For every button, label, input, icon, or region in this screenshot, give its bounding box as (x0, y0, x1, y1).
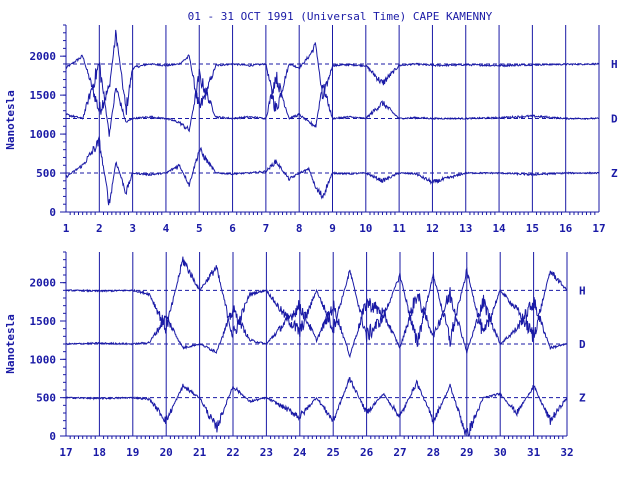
y-tick-label: 0 (49, 430, 56, 443)
legend-h: H (579, 284, 586, 297)
trace-z (65, 134, 600, 206)
x-tick-label: 26 (360, 446, 374, 459)
x-tick-label: 13 (459, 222, 472, 235)
x-tick-label: 8 (296, 222, 303, 235)
x-tick-label: 28 (427, 446, 440, 459)
y-tick-label: 2000 (30, 50, 57, 63)
legend-h: H (611, 58, 618, 71)
trace-h (65, 256, 568, 348)
y-tick-label: 500 (36, 167, 56, 180)
y-tick-label: 1000 (30, 128, 57, 141)
x-tick-label: 27 (393, 446, 406, 459)
y-tick-label: 500 (36, 392, 56, 405)
x-tick-label: 17 (59, 446, 72, 459)
legend-z: Z (611, 167, 618, 180)
legend-d: D (611, 113, 618, 126)
trace-d (65, 62, 600, 137)
x-tick-label: 32 (560, 446, 573, 459)
y-tick-label: 1500 (30, 89, 57, 102)
y-axis-label: Nanotesla (4, 90, 17, 150)
x-tick-label: 25 (327, 446, 340, 459)
x-tick-label: 12 (426, 222, 439, 235)
y-tick-label: 1000 (30, 353, 57, 366)
x-tick-label: 21 (193, 446, 207, 459)
panel-days-17-32: 17 18 19 20 21 22 23 24 25 26 27 28 29 30 31 32 0 500 1000… (4, 251, 586, 459)
trace-h (65, 29, 600, 115)
x-tick-label: 14 (492, 222, 506, 235)
x-tick-label: 1 (63, 222, 70, 235)
y-tick-label: 2000 (30, 277, 57, 290)
legend-d: D (579, 338, 586, 351)
x-tick-label: 15 (526, 222, 539, 235)
x-tick-label: 17 (592, 222, 605, 235)
y-tick-label: 0 (49, 206, 56, 219)
x-tick-label: 16 (559, 222, 573, 235)
x-tick-label: 23 (260, 446, 273, 459)
x-tick-label: 3 (129, 222, 136, 235)
x-tick-label: 2 (96, 222, 103, 235)
trace-d (65, 287, 568, 359)
y-tick-label: 1500 (30, 315, 57, 328)
x-tick-label: 24 (293, 446, 307, 459)
x-tick-label: 5 (196, 222, 203, 235)
legend-z: Z (579, 392, 586, 405)
x-tick-label: 6 (229, 222, 236, 235)
x-tick-label: 31 (527, 446, 541, 459)
x-tick-label: 29 (460, 446, 473, 459)
x-tick-label: 4 (163, 222, 170, 235)
x-tick-label: 20 (160, 446, 173, 459)
chart-title: 01 - 31 OCT 1991 (Universal Time) CAPE K… (188, 10, 493, 23)
x-tick-label: 22 (226, 446, 239, 459)
x-tick-label: 10 (359, 222, 372, 235)
x-tick-label: 7 (263, 222, 270, 235)
x-tick-label: 19 (126, 446, 139, 459)
x-tick-label: 11 (393, 222, 407, 235)
x-tick-label: 30 (494, 446, 507, 459)
y-axis-label: Nanotesla (4, 314, 17, 374)
panel-days-1-17: 1 2 3 4 5 6 7 8 9 10 11 12 13 14 15 16 17050010001500200… (4, 24, 618, 235)
x-tick-label: 9 (329, 222, 336, 235)
x-tick-label: 18 (93, 446, 106, 459)
trace-z (65, 377, 568, 437)
